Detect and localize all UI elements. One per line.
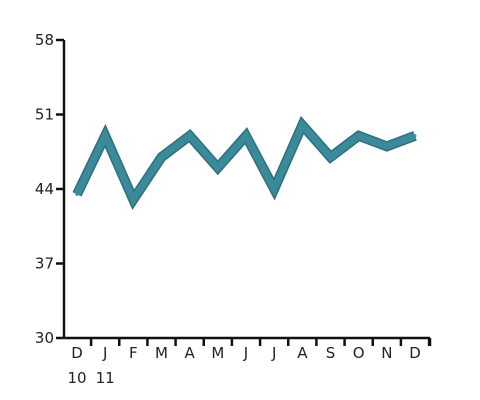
x-axis: D J F M A M J J A S O N D10 11 [64, 336, 432, 387]
y-tick-label: 30 [35, 329, 54, 347]
x-tick-label: D [409, 344, 421, 362]
x-year-label: 11 [96, 369, 115, 387]
data-point [385, 144, 389, 148]
series-layer [72, 115, 417, 210]
x-tick-label: S [326, 344, 336, 362]
y-axis: 30 37 44 51 58 [35, 31, 66, 347]
data-point [188, 134, 192, 138]
x-year-label: 10 [67, 369, 86, 387]
data-point [300, 123, 304, 127]
y-tick-label: 44 [35, 180, 54, 198]
data-point [357, 134, 361, 138]
data-point [160, 155, 163, 159]
x-tick-label: J [243, 344, 248, 362]
x-tick-label: A [297, 344, 308, 362]
data-point [75, 192, 79, 196]
x-tick-label: J [102, 344, 107, 362]
data-point [272, 187, 276, 191]
x-tick-label: O [353, 344, 365, 362]
data-point [244, 134, 248, 138]
x-tick-label: J [271, 344, 276, 362]
x-tick-label: N [381, 344, 392, 362]
x-tick-label: D [71, 344, 83, 362]
x-tick-label: A [185, 344, 196, 362]
data-point [131, 198, 135, 202]
y-tick-label: 51 [35, 106, 54, 124]
y-tick-label: 37 [35, 255, 54, 273]
data-point [329, 155, 332, 159]
x-tick-label: F [129, 344, 138, 362]
data-point [103, 134, 107, 138]
data-point [216, 166, 220, 170]
data-point [413, 134, 417, 138]
y-tick-label: 58 [35, 31, 54, 49]
x-tick-label: M [211, 344, 224, 362]
x-tick-label: M [155, 344, 168, 362]
